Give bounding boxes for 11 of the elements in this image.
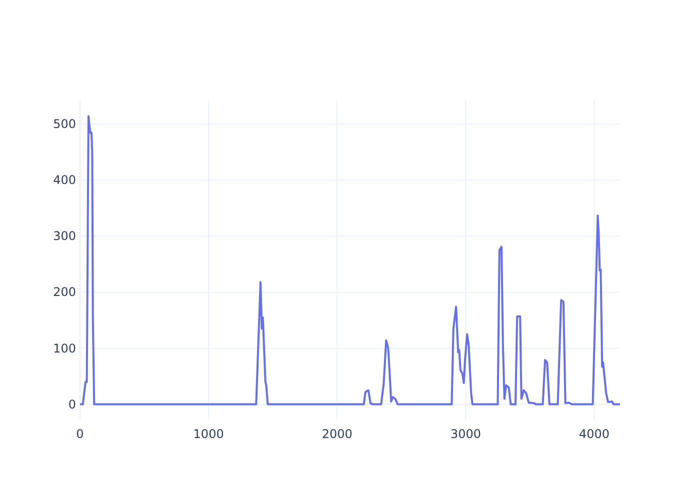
x-tick-label: 4000	[579, 427, 610, 441]
y-tick-label: 300	[53, 229, 76, 244]
y-tick-label: 0	[68, 397, 76, 412]
x-tick-label: 2000	[322, 427, 352, 441]
y-tick-label: 200	[53, 285, 76, 300]
y-tick-label: 100	[53, 341, 76, 356]
y-tick-label: 400	[53, 173, 76, 188]
x-tick-label: 1000	[193, 427, 224, 441]
x-tick-label: 3000	[450, 427, 481, 441]
y-tick-label: 500	[53, 117, 76, 132]
line-series	[80, 115, 620, 406]
